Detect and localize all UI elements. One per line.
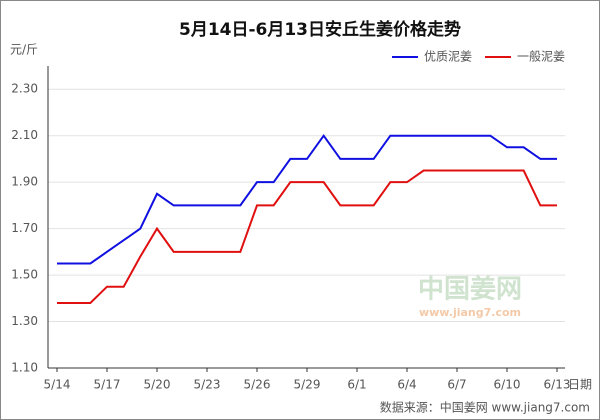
x-tick-label: 5/17 bbox=[94, 378, 121, 392]
line-series bbox=[57, 133, 557, 265]
x-tick-label: 6/7 bbox=[447, 378, 466, 392]
watermark: 中国姜网 bbox=[418, 274, 522, 305]
x-tick-label: 5/23 bbox=[194, 378, 221, 392]
x-tick-label: 5/14 bbox=[44, 378, 71, 392]
y-tick-label: 1.10 bbox=[11, 361, 38, 375]
y-tick-label: 1.30 bbox=[11, 314, 38, 328]
x-tick-label: 6/4 bbox=[397, 378, 416, 392]
x-tick-label: 6/1 bbox=[347, 378, 366, 392]
y-tick-label: 1.90 bbox=[11, 175, 38, 189]
x-tick-label: 6/13 bbox=[544, 378, 571, 392]
line-series bbox=[57, 169, 557, 304]
x-tick-label: 5/29 bbox=[294, 378, 321, 392]
legend-label: 一般泥姜 bbox=[517, 49, 565, 64]
x-tick-label: 6/10 bbox=[494, 378, 521, 392]
source-note: 数据来源：中国姜网 www.jiang7.com bbox=[380, 400, 590, 415]
chart-title: 5月14日-6月13日安丘生姜价格走势 bbox=[179, 19, 461, 40]
y-tick-label: 1.70 bbox=[11, 221, 38, 235]
x-tick-label: 5/20 bbox=[144, 378, 171, 392]
x-axis-label: 日期 bbox=[568, 378, 592, 392]
y-tick-label: 2.10 bbox=[11, 128, 38, 142]
x-tick-label: 5/26 bbox=[244, 378, 271, 392]
watermark-url: www.jiang7.com bbox=[419, 306, 521, 319]
legend-label: 优质泥姜 bbox=[424, 50, 472, 64]
y-axis-label: 元/斤 bbox=[10, 43, 38, 57]
y-tick-label: 2.30 bbox=[11, 82, 38, 96]
y-tick-label: 1.50 bbox=[11, 268, 38, 282]
